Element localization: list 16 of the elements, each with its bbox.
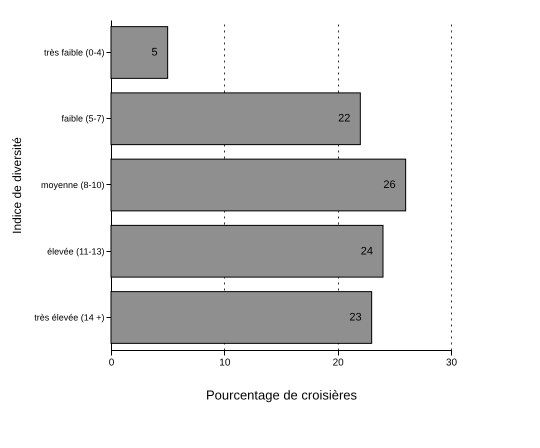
data-label: 5 [152,46,158,58]
y-tick-label: moyenne (8-10) [40,180,104,190]
data-label: 24 [360,245,373,258]
x-axis-title: Pourcentage de croisières [206,388,358,402]
y-tick-label: faible (5-7) [61,114,104,124]
data-label: 22 [338,112,350,125]
y-tick-label: élevée (11-13) [47,246,104,256]
y-tick-label: très faible (0-4) [44,47,104,58]
y-tick-label: très élevée (14 +) [34,312,104,323]
y-axis-title: Indice de diversité [10,136,24,234]
x-tick-label: 30 [446,358,458,368]
data-label: 23 [349,312,362,324]
data-label: 26 [383,179,396,191]
x-tick-label: 10 [219,358,231,368]
x-tick-label: 20 [332,358,344,368]
x-tick-label: 0 [108,358,115,368]
